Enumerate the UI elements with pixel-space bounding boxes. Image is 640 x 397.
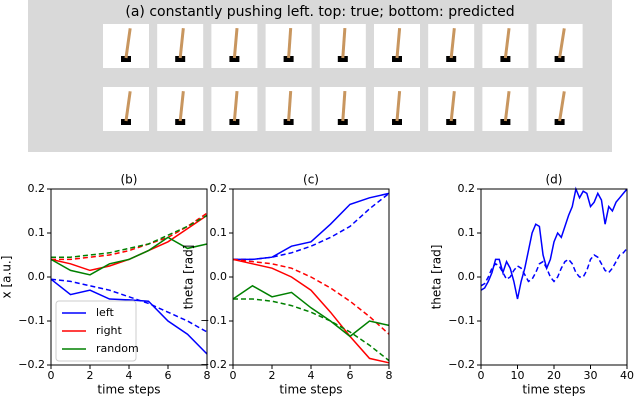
y-tick-label: 0.2 xyxy=(210,182,228,195)
predicted-line xyxy=(233,298,390,362)
pole xyxy=(341,27,347,59)
predicted-line xyxy=(232,258,390,335)
pole xyxy=(341,90,347,122)
cart xyxy=(554,56,565,62)
y-tick-label: −0.2 xyxy=(18,358,45,371)
cart xyxy=(337,119,348,125)
x-tick-label: 40 xyxy=(620,369,634,382)
predicted-line xyxy=(233,192,390,261)
cart xyxy=(500,119,511,125)
legend-label: left xyxy=(96,306,115,319)
pole xyxy=(449,91,456,122)
x-tick-label: 10 xyxy=(511,369,525,382)
frames xyxy=(103,24,583,131)
pole xyxy=(232,27,239,59)
x-tick-label: 0 xyxy=(478,369,485,382)
pole xyxy=(178,28,185,59)
cart xyxy=(392,119,402,125)
chart-title: (c) xyxy=(303,173,319,187)
pole xyxy=(503,91,511,122)
cart xyxy=(446,56,457,62)
chart-title: (d) xyxy=(546,173,563,187)
x-tick-label: 0 xyxy=(48,369,55,382)
cart xyxy=(446,119,457,125)
y-tick-label: −0.1 xyxy=(448,314,475,327)
plot-frame xyxy=(480,188,628,366)
x-tick-label: 4 xyxy=(308,369,315,382)
pole xyxy=(287,90,293,122)
y-tick-label: 0.0 xyxy=(458,270,476,283)
y-tick-label: 0.0 xyxy=(210,270,228,283)
y-tick-label: 0.2 xyxy=(458,182,476,195)
y-axis-label: theta [rad] xyxy=(430,245,444,310)
predicted-line xyxy=(480,247,628,287)
series-line xyxy=(232,284,390,338)
series-line xyxy=(233,192,390,261)
y-tick-label: −0.2 xyxy=(448,358,475,371)
chart-title: (b) xyxy=(121,173,138,187)
plot-frame xyxy=(50,188,208,366)
pole xyxy=(503,28,511,59)
pole xyxy=(558,91,566,122)
y-tick-label: 0.1 xyxy=(28,226,46,239)
predicted-line xyxy=(50,278,208,333)
x-tick-label: 2 xyxy=(269,369,276,382)
x-tick-label: 0 xyxy=(230,369,237,382)
cart xyxy=(500,56,511,62)
x-axis-label: time steps xyxy=(522,383,585,397)
y-tick-label: 0.0 xyxy=(28,270,46,283)
cart xyxy=(283,119,294,125)
plot-frame xyxy=(232,188,390,366)
cart xyxy=(121,56,131,62)
cart xyxy=(229,56,240,62)
series-line xyxy=(480,186,628,300)
pole xyxy=(395,90,402,122)
x-tick-label: 30 xyxy=(584,369,598,382)
x-tick-label: 2 xyxy=(87,369,94,382)
x-tick-label: 20 xyxy=(547,369,561,382)
predicted-line xyxy=(51,212,208,261)
cart xyxy=(229,119,240,125)
panel-a-title: (a) constantly pushing left. top: true; … xyxy=(125,4,514,20)
pole xyxy=(178,91,185,122)
cart xyxy=(121,119,131,125)
pole xyxy=(449,28,456,59)
legend-box xyxy=(55,300,137,362)
y-axis-label: x [a.u.] xyxy=(0,256,14,299)
series-line xyxy=(50,236,208,276)
x-tick-label: 6 xyxy=(347,369,354,382)
x-tick-label: 8 xyxy=(386,369,393,382)
cart xyxy=(337,56,348,62)
legend-label: right xyxy=(96,324,123,337)
cart xyxy=(554,119,565,125)
legend-label: random xyxy=(96,342,139,355)
y-tick-label: 0.1 xyxy=(210,226,228,239)
y-tick-label: 0.1 xyxy=(458,226,476,239)
x-axis-label: time steps xyxy=(97,383,160,397)
pole xyxy=(232,90,239,122)
pole xyxy=(124,91,132,122)
y-axis-label: theta [rad] xyxy=(182,245,196,310)
pole xyxy=(395,27,402,59)
cart xyxy=(283,56,294,62)
pole xyxy=(287,27,293,59)
y-tick-label: 0.2 xyxy=(28,182,46,195)
series-line xyxy=(232,258,390,364)
y-tick-label: −0.2 xyxy=(200,358,227,371)
x-tick-label: 8 xyxy=(204,369,211,382)
y-tick-label: −0.1 xyxy=(200,314,227,327)
x-tick-label: 6 xyxy=(165,369,172,382)
cart xyxy=(175,119,186,125)
y-tick-label: −0.1 xyxy=(18,314,45,327)
series-line xyxy=(50,278,208,355)
x-axis-label: time steps xyxy=(279,383,342,397)
cart xyxy=(392,56,402,62)
pole xyxy=(558,28,566,59)
pole xyxy=(124,28,132,59)
x-tick-label: 4 xyxy=(126,369,133,382)
cart xyxy=(175,56,186,62)
predicted-line xyxy=(51,214,208,258)
